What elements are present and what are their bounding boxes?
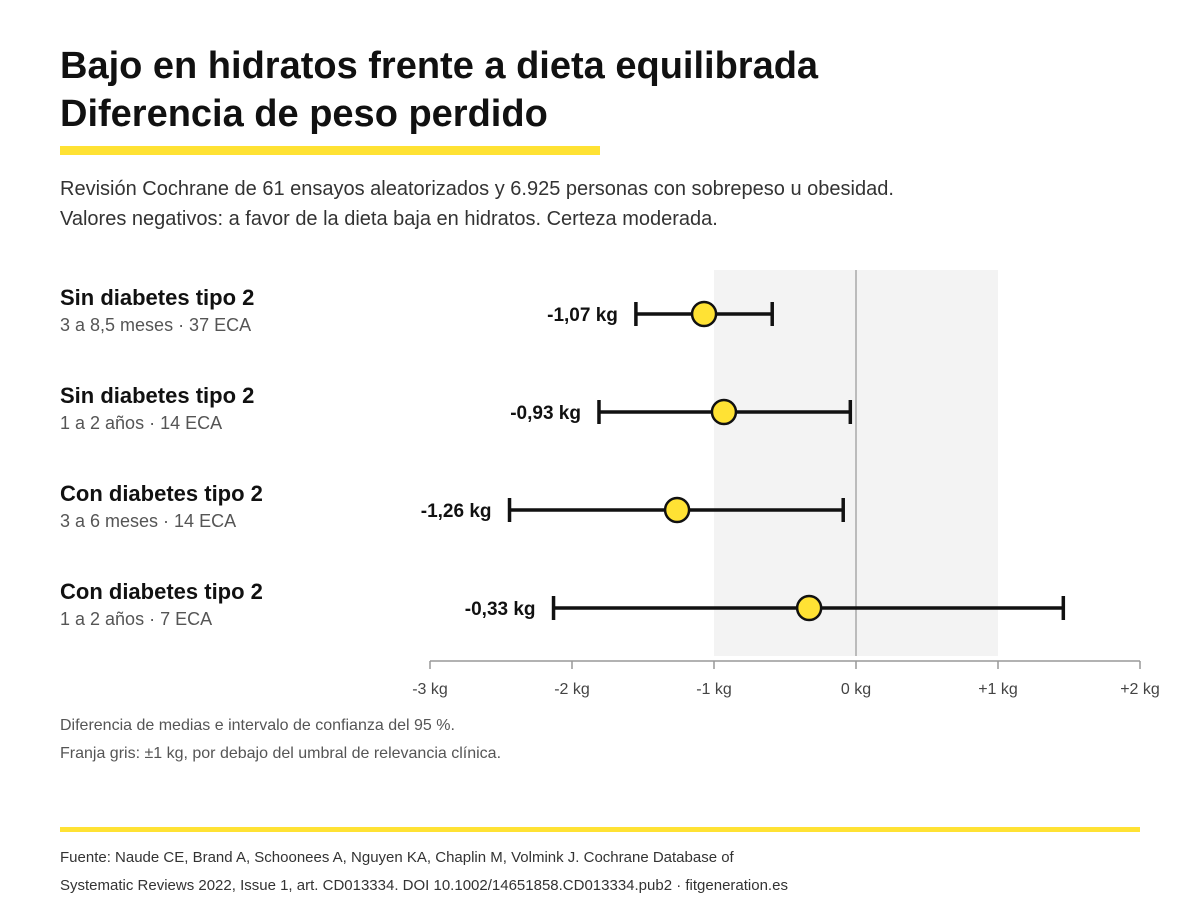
title-accent-bar xyxy=(60,146,600,155)
chart-subtitle: Revisión Cochrane de 61 ensayos aleatori… xyxy=(60,174,1140,234)
subtitle-line-1: Revisión Cochrane de 61 ensayos aleatori… xyxy=(60,178,894,200)
row-title: Con diabetes tipo 2 xyxy=(60,481,263,506)
row-subtitle: 3 a 6 meses · 14 ECA xyxy=(60,511,237,531)
row-title: Sin diabetes tipo 2 xyxy=(60,383,255,408)
estimate-value-label: -1,07 kg xyxy=(547,305,618,326)
row-label-3: Con diabetes tipo 2 3 a 6 meses · 14 ECA xyxy=(60,480,380,534)
row-subtitle: 1 a 2 años · 14 ECA xyxy=(60,413,223,433)
estimate-value-label: -1,26 kg xyxy=(421,501,492,522)
x-tick-label: +1 kg xyxy=(978,681,1018,698)
chart-title: Bajo en hidratos frente a dieta equilibr… xyxy=(60,42,1140,138)
x-tick-label: 0 kg xyxy=(841,681,871,698)
x-tick-label: +2 kg xyxy=(1120,681,1160,698)
point-estimate-marker xyxy=(710,398,738,426)
note-line-2: Franja gris: ±1 kg, por debajo del umbra… xyxy=(60,745,502,762)
estimate-value-label: -0,33 kg xyxy=(465,599,536,620)
title-line-2: Diferencia de peso perdido xyxy=(60,93,548,135)
footer-accent-bar xyxy=(60,827,1140,832)
point-estimate-marker xyxy=(690,300,718,328)
source-line-2: Systematic Reviews 2022, Issue 1, art. C… xyxy=(60,877,788,894)
row-subtitle: 1 a 2 años · 7 ECA xyxy=(60,609,213,629)
row-label-1: Sin diabetes tipo 2 3 a 8,5 meses · 37 E… xyxy=(60,284,380,338)
row-label-4: Con diabetes tipo 2 1 a 2 años · 7 ECA xyxy=(60,578,380,632)
row-label-2: Sin diabetes tipo 2 1 a 2 años · 14 ECA xyxy=(60,382,380,436)
x-tick-label: -2 kg xyxy=(554,681,590,698)
row-title: Con diabetes tipo 2 xyxy=(60,579,263,604)
row-title: Sin diabetes tipo 2 xyxy=(60,285,255,310)
source-citation: Fuente: Naude CE, Brand A, Schoonees A, … xyxy=(60,844,1140,900)
x-tick-label: -3 kg xyxy=(412,681,448,698)
row-subtitle: 3 a 8,5 meses · 37 ECA xyxy=(60,315,252,335)
title-line-1: Bajo en hidratos frente a dieta equilibr… xyxy=(60,45,819,87)
forest-plot: -3 kg -2 kg -1 kg 0 kg +1 kg +2 kg -1,07 kg -0,… xyxy=(412,270,1160,698)
subtitle-line-2: Valores negativos: a favor de la dieta b… xyxy=(60,208,718,230)
point-estimate-marker xyxy=(663,496,691,524)
source-line-1: Fuente: Naude CE, Brand A, Schoonees A, … xyxy=(60,849,734,866)
note-line-1: Diferencia de medias e intervalo de conf… xyxy=(60,717,455,734)
chart-notes: Diferencia de medias e intervalo de conf… xyxy=(60,712,1140,768)
x-tick-label: -1 kg xyxy=(696,681,732,698)
estimate-value-label: -0,93 kg xyxy=(510,403,581,424)
point-estimate-marker xyxy=(795,594,823,622)
